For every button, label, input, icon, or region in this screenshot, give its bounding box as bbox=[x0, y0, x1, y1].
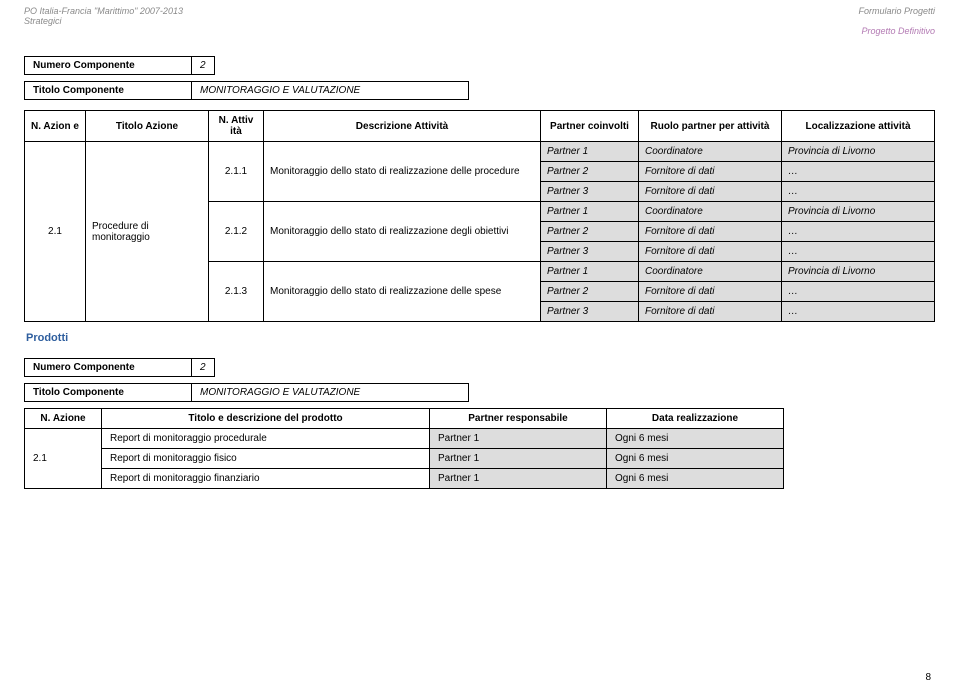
titolo-componente-value: MONITORAGGIO E VALUTAZIONE bbox=[192, 82, 469, 100]
prodotto-data: Ogni 6 mesi bbox=[607, 429, 784, 449]
partner-cell: Partner 2 bbox=[541, 282, 639, 302]
loc-cell: … bbox=[782, 282, 935, 302]
col-data-realiz: Data realizzazione bbox=[607, 409, 784, 429]
prodotto-partner: Partner 1 bbox=[430, 469, 607, 489]
col-ruolo: Ruolo partner per attività bbox=[639, 111, 782, 142]
products-table: N. Azione Titolo e descrizione del prodo… bbox=[24, 408, 784, 489]
component-title-1: Titolo Componente MONITORAGGIO E VALUTAZ… bbox=[24, 81, 469, 100]
loc-cell: Provincia di Livorno bbox=[782, 142, 935, 162]
table-row: 2.1 Report di monitoraggio procedurale P… bbox=[25, 429, 784, 449]
ruolo-cell: Fornitore di dati bbox=[639, 222, 782, 242]
titolo-componente-label: Titolo Componente bbox=[25, 82, 192, 100]
loc-cell: … bbox=[782, 242, 935, 262]
prodotto-partner: Partner 1 bbox=[430, 429, 607, 449]
azione-title: Procedure di monitoraggio bbox=[86, 142, 209, 322]
activities-table: N. Azion e Titolo Azione N. Attiv ità De… bbox=[24, 110, 935, 322]
prodotto-data: Ogni 6 mesi bbox=[607, 449, 784, 469]
prodotto-titolo: Report di monitoraggio fisico bbox=[102, 449, 430, 469]
col-titolo-prodotto: Titolo e descrizione del prodotto bbox=[102, 409, 430, 429]
partner-cell: Partner 1 bbox=[541, 262, 639, 282]
ruolo-cell: Coordinatore bbox=[639, 202, 782, 222]
loc-cell: … bbox=[782, 222, 935, 242]
prodotto-titolo: Report di monitoraggio procedurale bbox=[102, 429, 430, 449]
titolo-componente-value: MONITORAGGIO E VALUTAZIONE bbox=[192, 384, 469, 402]
loc-cell: … bbox=[782, 182, 935, 202]
titolo-componente-label: Titolo Componente bbox=[25, 384, 192, 402]
col-localizzazione: Localizzazione attività bbox=[782, 111, 935, 142]
header-left-line1: PO Italia-Francia "Marittimo" 2007-2013 bbox=[24, 6, 183, 16]
table-row: Numero Componente 2 bbox=[25, 57, 215, 75]
num-componente-value: 2 bbox=[192, 359, 215, 377]
ruolo-cell: Fornitore di dati bbox=[639, 182, 782, 202]
attivita-desc: Monitoraggio dello stato di realizzazion… bbox=[264, 262, 541, 322]
table-row: Report di monitoraggio finanziario Partn… bbox=[25, 469, 784, 489]
ruolo-cell: Fornitore di dati bbox=[639, 282, 782, 302]
component-meta-2: Numero Componente 2 bbox=[24, 358, 215, 377]
prodotto-data: Ogni 6 mesi bbox=[607, 469, 784, 489]
page-header: PO Italia-Francia "Marittimo" 2007-2013 … bbox=[24, 0, 935, 26]
col-partner: Partner coinvolti bbox=[541, 111, 639, 142]
header-left: PO Italia-Francia "Marittimo" 2007-2013 … bbox=[24, 6, 183, 26]
attivita-num: 2.1.3 bbox=[209, 262, 264, 322]
attivita-num: 2.1.2 bbox=[209, 202, 264, 262]
attivita-desc: Monitoraggio dello stato di realizzazion… bbox=[264, 142, 541, 202]
loc-cell: Provincia di Livorno bbox=[782, 262, 935, 282]
col-partner-resp: Partner responsabile bbox=[430, 409, 607, 429]
document-page: PO Italia-Francia "Marittimo" 2007-2013 … bbox=[0, 0, 959, 691]
col-n-azione: N. Azion e bbox=[25, 111, 86, 142]
partner-cell: Partner 3 bbox=[541, 182, 639, 202]
partner-cell: Partner 1 bbox=[541, 202, 639, 222]
num-componente-value: 2 bbox=[192, 57, 215, 75]
ruolo-cell: Fornitore di dati bbox=[639, 302, 782, 322]
table-row: Numero Componente 2 bbox=[25, 359, 215, 377]
num-componente-label: Numero Componente bbox=[25, 359, 192, 377]
component-title-2: Titolo Componente MONITORAGGIO E VALUTAZ… bbox=[24, 383, 469, 402]
col-titolo-azione: Titolo Azione bbox=[86, 111, 209, 142]
prodotto-partner: Partner 1 bbox=[430, 449, 607, 469]
azione-num: 2.1 bbox=[25, 429, 102, 489]
prodotto-titolo: Report di monitoraggio finanziario bbox=[102, 469, 430, 489]
table-row: 2.1 Procedure di monitoraggio 2.1.1 Moni… bbox=[25, 142, 935, 162]
ruolo-cell: Coordinatore bbox=[639, 142, 782, 162]
col-n-attivita: N. Attiv ità bbox=[209, 111, 264, 142]
col-descrizione: Descrizione Attività bbox=[264, 111, 541, 142]
loc-cell: Provincia di Livorno bbox=[782, 202, 935, 222]
table-header-row: N. Azion e Titolo Azione N. Attiv ità De… bbox=[25, 111, 935, 142]
table-row: Titolo Componente MONITORAGGIO E VALUTAZ… bbox=[25, 82, 469, 100]
table-row: Titolo Componente MONITORAGGIO E VALUTAZ… bbox=[25, 384, 469, 402]
ruolo-cell: Coordinatore bbox=[639, 262, 782, 282]
attivita-desc: Monitoraggio dello stato di realizzazion… bbox=[264, 202, 541, 262]
page-number: 8 bbox=[925, 672, 931, 683]
ruolo-cell: Fornitore di dati bbox=[639, 242, 782, 262]
partner-cell: Partner 2 bbox=[541, 162, 639, 182]
partner-cell: Partner 2 bbox=[541, 222, 639, 242]
partner-cell: Partner 3 bbox=[541, 302, 639, 322]
prodotti-heading: Prodotti bbox=[26, 332, 935, 344]
loc-cell: … bbox=[782, 162, 935, 182]
col-n-azione: N. Azione bbox=[25, 409, 102, 429]
partner-cell: Partner 1 bbox=[541, 142, 639, 162]
azione-num: 2.1 bbox=[25, 142, 86, 322]
table-row: Report di monitoraggio fisico Partner 1 … bbox=[25, 449, 784, 469]
attivita-num: 2.1.1 bbox=[209, 142, 264, 202]
partner-cell: Partner 3 bbox=[541, 242, 639, 262]
ruolo-cell: Fornitore di dati bbox=[639, 162, 782, 182]
num-componente-label: Numero Componente bbox=[25, 57, 192, 75]
table-header-row: N. Azione Titolo e descrizione del prodo… bbox=[25, 409, 784, 429]
loc-cell: … bbox=[782, 302, 935, 322]
component-meta-1: Numero Componente 2 bbox=[24, 56, 215, 75]
header-right: Formulario Progetti bbox=[858, 6, 935, 26]
header-subtitle: Progetto Definitivo bbox=[24, 26, 935, 50]
header-left-line2: Strategici bbox=[24, 16, 62, 26]
